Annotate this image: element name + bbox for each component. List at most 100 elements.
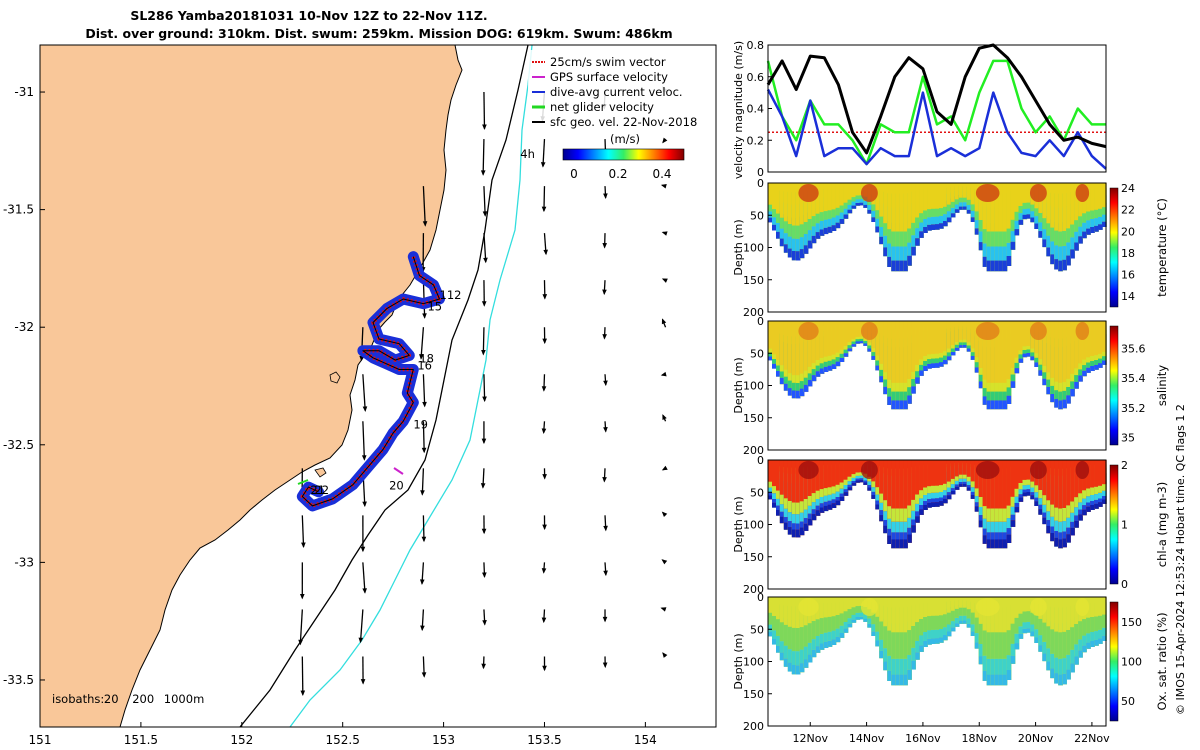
velocity-vector (299, 609, 303, 645)
profile-layer (950, 321, 956, 346)
velocity-vector (422, 374, 426, 407)
profile-layer (974, 633, 980, 643)
profile-layer (791, 382, 797, 391)
profile-ytick-label: 100 (743, 656, 764, 669)
track-annotation: 22 (314, 483, 329, 497)
profile-layer (823, 495, 829, 502)
profile-layer (887, 597, 892, 631)
profile-layer (931, 321, 936, 354)
profile-layer (835, 500, 841, 506)
profile-layer (783, 233, 789, 245)
profile-layer (1062, 521, 1067, 532)
profile-layer (811, 226, 817, 236)
profile-layer (776, 498, 781, 506)
profile-layer (927, 217, 932, 225)
profile-layer (1030, 211, 1035, 218)
profile-layer (939, 615, 944, 629)
profile-layer (847, 204, 853, 210)
map-xtick-label: 153 (432, 733, 455, 747)
profile-layer (1014, 220, 1020, 230)
profile-layer (1078, 321, 1083, 364)
profile-layer (966, 205, 972, 210)
profile-layer (994, 597, 1000, 633)
velocity-vector-head (482, 211, 488, 217)
profile-layer (1026, 611, 1032, 622)
profile-layer (839, 493, 845, 497)
profile-layer (835, 491, 841, 497)
profile-layer (1046, 597, 1051, 627)
profile-ytick-label: 150 (743, 274, 764, 287)
profile-colorbar-tick: 24 (1121, 182, 1135, 195)
profile-layer (1026, 628, 1032, 633)
profile-layer (783, 221, 789, 234)
profile-layer (966, 342, 972, 346)
profile-layer (931, 358, 936, 364)
profile-layer (1090, 641, 1095, 647)
profile-layer (970, 495, 976, 499)
track-annotation: 18 (419, 351, 434, 365)
profile-layer (903, 460, 908, 509)
profile-layer (803, 183, 809, 222)
profile-layer (998, 539, 1004, 549)
map-axis-ticks: 151 151.5 152 152.5 153 153.5 154-31-31.5-32-3… (3, 85, 657, 747)
profile-layer (974, 642, 980, 649)
profile-layer (863, 338, 868, 341)
profile-layer (994, 658, 1000, 675)
profile-layer (935, 638, 940, 644)
profile-layer (1078, 650, 1083, 658)
profile-layer (915, 516, 920, 523)
velocity-vector-head (422, 313, 427, 319)
profile-layer (927, 359, 932, 364)
profile-layer (911, 246, 916, 256)
profile-layer (998, 382, 1004, 392)
profile-layer (1006, 670, 1012, 680)
profile-layer (931, 353, 936, 359)
velocity-vector (542, 139, 546, 167)
profile-layer (1102, 356, 1107, 361)
map-title-line2: Dist. over ground: 310km. Dist. swum: 25… (85, 26, 672, 41)
profile-layer (795, 651, 801, 666)
profile-layer (943, 498, 948, 504)
profile-layer (970, 348, 976, 353)
land-area (40, 45, 463, 727)
profile-layer (795, 225, 801, 239)
profile-layer (851, 344, 857, 347)
profile-layer (1054, 183, 1059, 231)
velocity-vector-head (603, 570, 608, 577)
profile-layer (1062, 460, 1067, 508)
velocity-vector-head (543, 249, 549, 256)
profile-layer (887, 528, 892, 536)
profile-layer (783, 498, 789, 509)
profile-colorbar-tick: 1 (1121, 519, 1128, 532)
track-annotation: 20 (389, 478, 404, 492)
profile-layer (772, 499, 777, 503)
profile-layer (907, 669, 912, 680)
profile-layer (1030, 217, 1035, 223)
profile-layer (807, 219, 813, 231)
profile-layer (931, 363, 936, 368)
profile-layer (954, 480, 960, 485)
profile-layer (779, 460, 785, 495)
profile-layer (1026, 353, 1032, 357)
profile-layer (931, 224, 936, 230)
profile-layer (827, 500, 833, 505)
profile-layer (1038, 509, 1043, 515)
velocity-vector-head (542, 338, 547, 345)
profile-layer (943, 359, 948, 365)
profile-colorbar-tick: 35.2 (1121, 402, 1146, 415)
profile-layer (883, 379, 888, 387)
profile-layer (943, 483, 948, 491)
profile-layer (799, 381, 805, 389)
profile-layer (855, 472, 861, 476)
profile-layer (851, 183, 857, 198)
profile-ytick-label: 50 (750, 623, 764, 636)
profile-layer (871, 217, 876, 222)
profile-layer (907, 630, 912, 655)
profile-layer (867, 485, 872, 488)
profile-layer (943, 614, 948, 628)
profile-layer (895, 246, 900, 261)
profile-layer (919, 183, 924, 214)
profile-layer (939, 353, 944, 358)
profile-layer (855, 475, 861, 479)
profile-layer (962, 339, 968, 343)
